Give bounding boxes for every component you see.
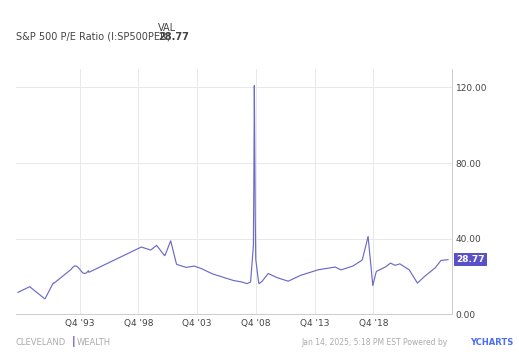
Text: VAL: VAL	[158, 23, 176, 34]
Text: 28.77: 28.77	[158, 32, 189, 42]
Text: WEALTH: WEALTH	[77, 338, 111, 347]
Text: S&P 500 P/E Ratio (I:SP500PER): S&P 500 P/E Ratio (I:SP500PER)	[16, 32, 170, 42]
Text: YCHARTS: YCHARTS	[470, 338, 513, 347]
Text: Jan 14, 2025, 5:18 PM EST Powered by: Jan 14, 2025, 5:18 PM EST Powered by	[301, 338, 449, 347]
Text: CLEVELAND: CLEVELAND	[16, 338, 66, 347]
Text: 28.77: 28.77	[456, 255, 485, 264]
Text: |: |	[72, 336, 75, 347]
